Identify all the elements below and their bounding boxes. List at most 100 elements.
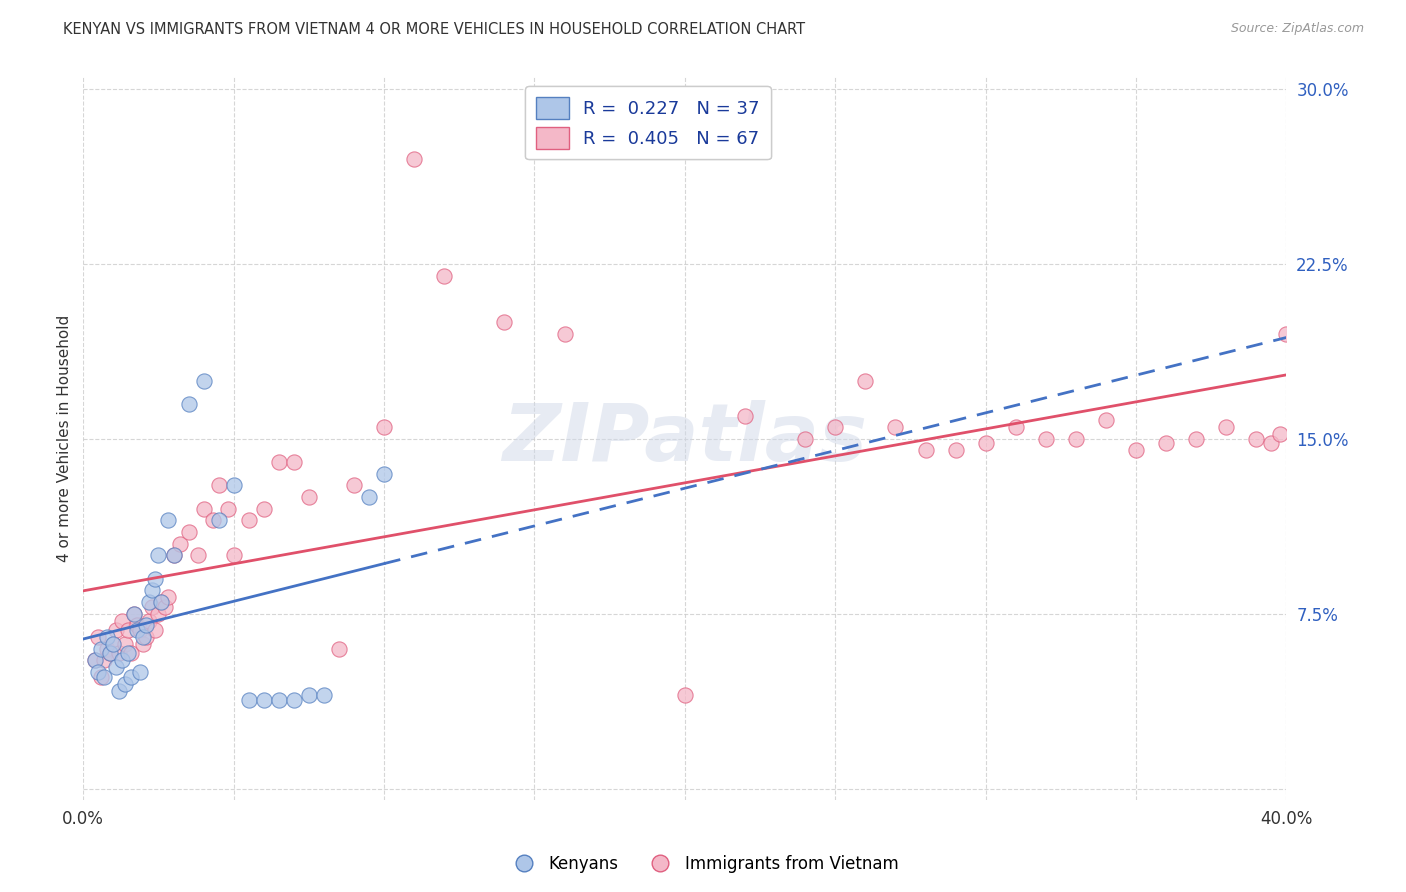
Point: [103, 637, 125, 651]
Point: [90, 641, 112, 656]
Point: [1125, 443, 1147, 458]
Point: [312, 688, 335, 702]
Point: [127, 623, 149, 637]
Point: [145, 572, 167, 586]
Point: [105, 660, 128, 674]
Point: [222, 549, 245, 563]
Point: [554, 326, 576, 341]
Point: [794, 432, 817, 446]
Point: [283, 455, 305, 469]
Point: [156, 591, 179, 605]
Point: [298, 490, 321, 504]
Point: [153, 599, 176, 614]
Point: [1064, 432, 1087, 446]
Point: [734, 409, 756, 423]
Point: [201, 513, 224, 527]
Point: [129, 623, 152, 637]
Point: [124, 607, 146, 621]
Point: [127, 618, 149, 632]
Point: [169, 537, 191, 551]
Legend: R =  0.227   N = 37, R =  0.405   N = 67: R = 0.227 N = 37, R = 0.405 N = 67: [526, 87, 770, 160]
Point: [108, 646, 131, 660]
Point: [267, 693, 290, 707]
Point: [87, 630, 110, 644]
Point: [87, 665, 110, 679]
Point: [343, 478, 366, 492]
Point: [148, 549, 170, 563]
Point: [238, 513, 260, 527]
Point: [884, 420, 907, 434]
Point: [298, 688, 321, 702]
Point: [494, 315, 516, 329]
Point: [98, 646, 121, 660]
Text: Source: ZipAtlas.com: Source: ZipAtlas.com: [1230, 22, 1364, 36]
Point: [141, 599, 163, 614]
Point: [222, 478, 245, 492]
Point: [138, 595, 160, 609]
Point: [1215, 420, 1237, 434]
Point: [253, 501, 276, 516]
Point: [283, 693, 305, 707]
Point: [208, 478, 231, 492]
Point: [253, 693, 276, 707]
Point: [673, 688, 696, 702]
Point: [120, 670, 142, 684]
Text: KENYAN VS IMMIGRANTS FROM VIETNAM 4 OR MORE VEHICLES IN HOUSEHOLD CORRELATION CH: KENYAN VS IMMIGRANTS FROM VIETNAM 4 OR M…: [63, 22, 806, 37]
Text: ZIPatlas: ZIPatlas: [502, 400, 868, 478]
Point: [156, 513, 179, 527]
Point: [145, 623, 167, 637]
Point: [404, 152, 426, 166]
Point: [108, 683, 131, 698]
Point: [187, 549, 209, 563]
Point: [1275, 326, 1298, 341]
Point: [177, 525, 200, 540]
Legend: Kenyans, Immigrants from Vietnam: Kenyans, Immigrants from Vietnam: [501, 848, 905, 880]
Point: [120, 646, 142, 660]
Point: [208, 513, 231, 527]
Point: [117, 623, 139, 637]
Point: [135, 618, 157, 632]
Point: [238, 693, 260, 707]
Point: [132, 630, 155, 644]
Point: [945, 443, 967, 458]
Point: [824, 420, 846, 434]
Point: [373, 420, 395, 434]
Point: [129, 665, 152, 679]
Point: [177, 397, 200, 411]
Point: [150, 595, 173, 609]
Point: [914, 443, 936, 458]
Point: [141, 583, 163, 598]
Point: [193, 374, 215, 388]
Y-axis label: 4 or more Vehicles in Household: 4 or more Vehicles in Household: [58, 315, 72, 563]
Point: [138, 614, 160, 628]
Point: [853, 374, 876, 388]
Point: [90, 670, 112, 684]
Point: [105, 623, 128, 637]
Point: [357, 490, 380, 504]
Point: [124, 607, 146, 621]
Point: [96, 641, 118, 656]
Point: [217, 501, 239, 516]
Point: [1185, 432, 1208, 446]
Point: [114, 676, 136, 690]
Point: [84, 653, 107, 667]
Point: [974, 436, 997, 450]
Point: [117, 646, 139, 660]
Point: [93, 653, 115, 667]
Point: [1260, 436, 1282, 450]
Point: [1095, 413, 1118, 427]
Point: [1246, 432, 1268, 446]
Point: [98, 646, 121, 660]
Point: [96, 630, 118, 644]
Point: [328, 641, 350, 656]
Point: [150, 595, 173, 609]
Point: [135, 630, 157, 644]
Point: [267, 455, 290, 469]
Point: [93, 670, 115, 684]
Point: [111, 653, 134, 667]
Point: [103, 637, 125, 651]
Point: [1154, 436, 1177, 450]
Point: [148, 607, 170, 621]
Point: [162, 549, 184, 563]
Point: [433, 268, 456, 283]
